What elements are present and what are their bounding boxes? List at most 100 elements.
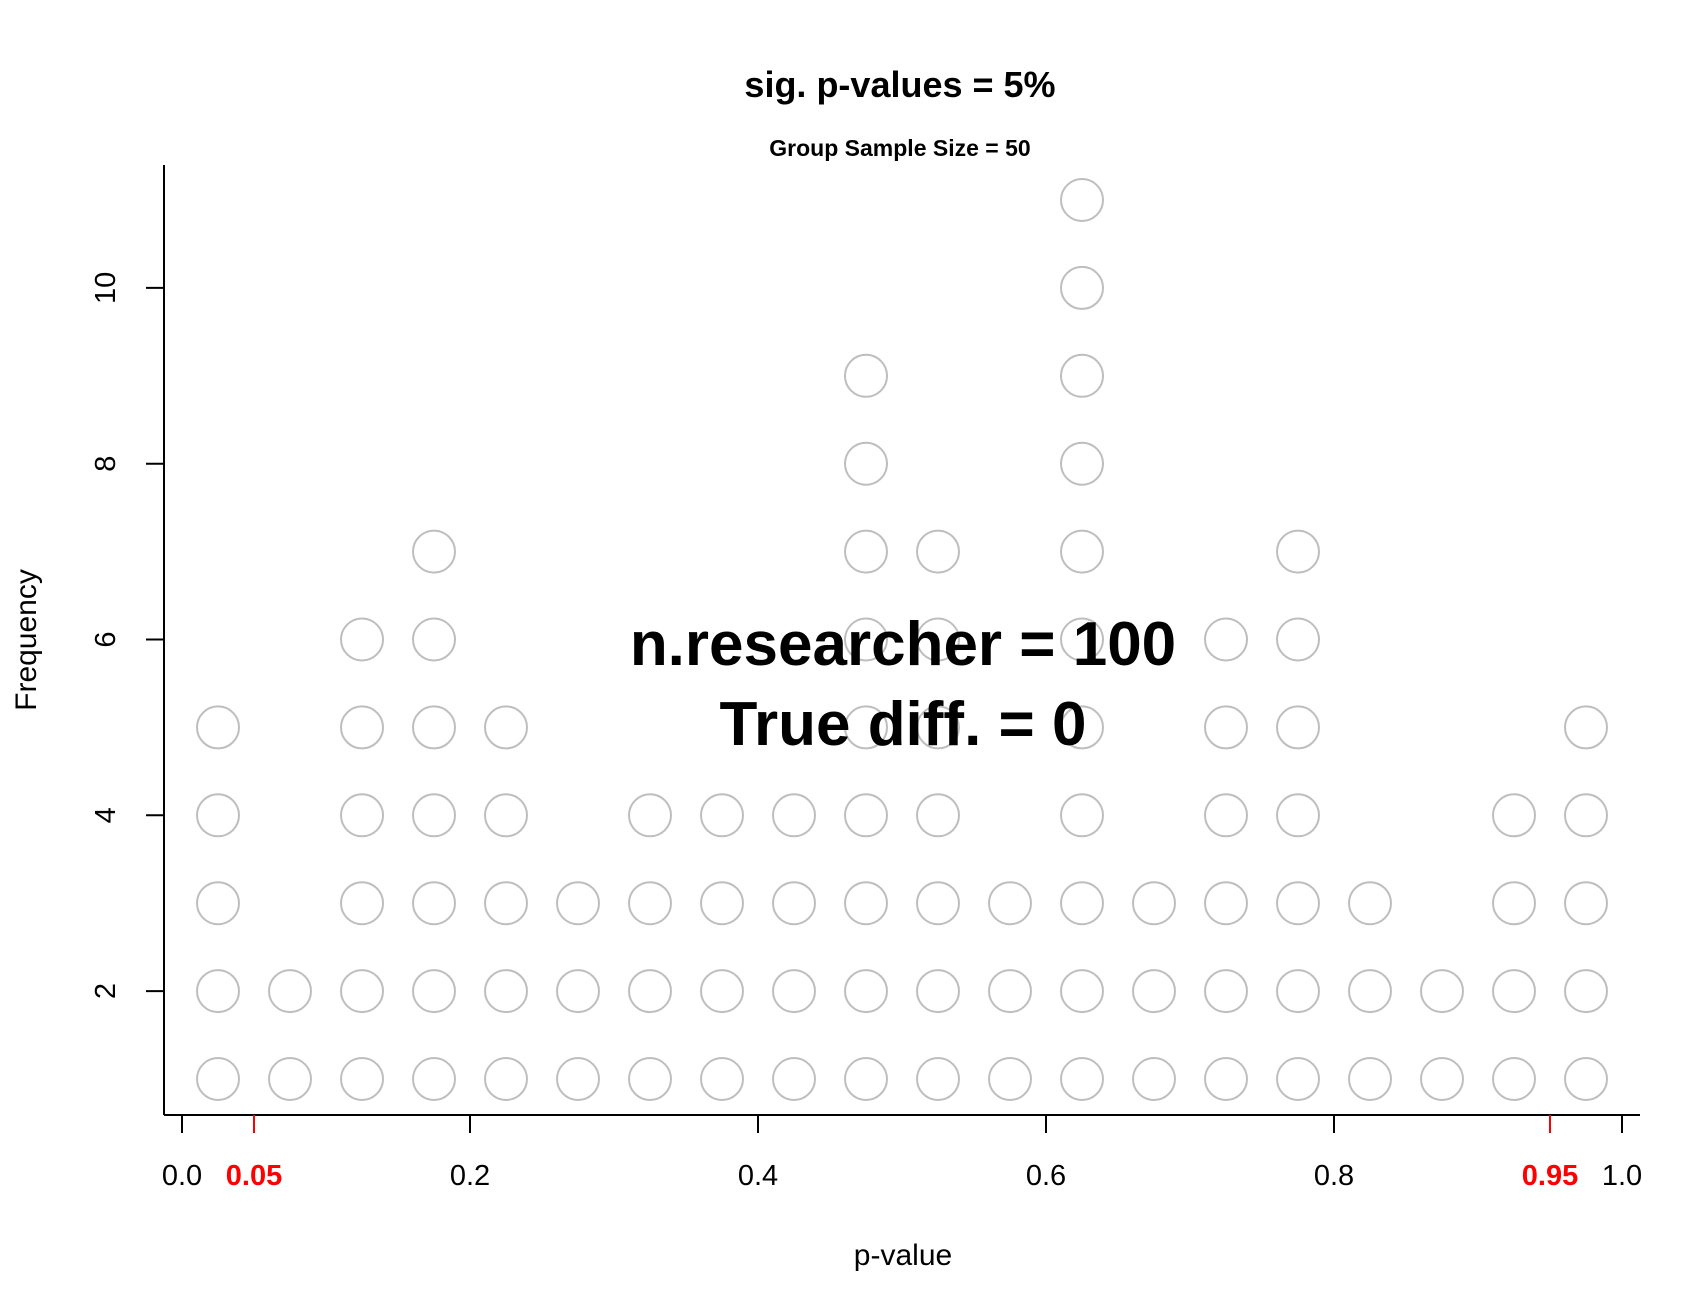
data-point-bin16-4 (1276, 793, 1320, 838)
data-point-bin17-3 (1348, 881, 1392, 926)
data-point-bin14-3 (1132, 881, 1176, 926)
data-point-bin5-5 (484, 705, 528, 750)
data-point-bin12-2 (988, 969, 1032, 1014)
data-point-bin13-11 (1060, 178, 1104, 222)
data-point-bin12-3 (988, 881, 1032, 926)
data-point-bin13-8 (1060, 441, 1104, 486)
data-point-bin13-3 (1060, 881, 1104, 926)
data-point-bin11-5 (916, 705, 960, 750)
data-point-bin13-10 (1060, 265, 1104, 310)
annotation-n-researcher: n.researcher = 100 (630, 610, 1176, 679)
data-point-bin19-4 (1492, 793, 1536, 838)
y-tick-label-10: 10 (90, 272, 122, 304)
data-point-bin5-1 (484, 1057, 528, 1101)
data-point-bin5-4 (484, 793, 528, 838)
data-point-bin10-7 (844, 529, 888, 574)
x-tick-label-0.2: 0.2 (450, 1160, 490, 1192)
x-tick-label-0.95: 0.95 (1522, 1160, 1578, 1192)
data-point-bin4-5 (412, 705, 456, 750)
data-point-bin16-5 (1276, 705, 1320, 750)
data-point-bin1-2 (196, 969, 240, 1014)
x-tick-label-0.0: 0.0 (162, 1160, 202, 1192)
data-point-bin8-4 (700, 793, 744, 838)
y-axis-ticks: 2 4 6 8 10 (90, 272, 164, 999)
data-point-bin1-3 (196, 881, 240, 926)
data-point-bin13-9 (1060, 353, 1104, 398)
data-point-bin14-1 (1132, 1057, 1176, 1101)
data-point-bin20-1 (1564, 1057, 1608, 1101)
data-point-bin9-3 (772, 881, 816, 926)
data-point-bin4-2 (412, 969, 456, 1014)
chart-subtitle: Group Sample Size = 50 (769, 135, 1030, 161)
x-tick-label-0.8: 0.8 (1314, 1160, 1354, 1192)
data-point-bin14-2 (1132, 969, 1176, 1014)
data-point-bin17-1 (1348, 1057, 1392, 1101)
data-point-bin3-2 (340, 969, 384, 1014)
x-axis-ticks: 0.0 0.2 0.4 0.6 0.8 1.0 0.05 0.95 (162, 1115, 1642, 1192)
data-point-bin15-3 (1204, 881, 1248, 926)
data-point-bin4-1 (412, 1057, 456, 1101)
data-point-bin10-2 (844, 969, 888, 1014)
y-tick-label-8: 8 (90, 456, 122, 472)
data-point-bin13-5 (1060, 705, 1104, 750)
data-point-bin9-2 (772, 969, 816, 1014)
data-point-bin20-2 (1564, 969, 1608, 1014)
data-point-bin16-6 (1276, 617, 1320, 662)
chart-title: sig. p-values = 5% (744, 64, 1055, 105)
data-point-bin13-7 (1060, 529, 1104, 574)
data-point-bin10-8 (844, 441, 888, 486)
data-point-bin10-9 (844, 353, 888, 398)
data-point-bin11-3 (916, 881, 960, 926)
y-tick-label-4: 4 (90, 807, 122, 823)
data-point-bin4-4 (412, 793, 456, 838)
data-point-bin7-4 (628, 793, 672, 838)
x-tick-label-0.6: 0.6 (1026, 1160, 1066, 1192)
data-point-bin15-5 (1204, 705, 1248, 750)
data-point-bin7-3 (628, 881, 672, 926)
data-point-bin12-1 (988, 1057, 1032, 1101)
data-point-bin10-6 (844, 617, 888, 662)
data-point-bin1-4 (196, 793, 240, 838)
data-point-bin17-2 (1348, 969, 1392, 1014)
data-point-bin11-2 (916, 969, 960, 1014)
data-point-bin20-4 (1564, 793, 1608, 838)
data-point-bin4-6 (412, 617, 456, 662)
data-point-bin3-3 (340, 881, 384, 926)
data-point-bin10-5 (844, 705, 888, 750)
data-point-bin3-5 (340, 705, 384, 750)
data-point-bin15-4 (1204, 793, 1248, 838)
data-point-bin2-1 (268, 1057, 312, 1101)
data-point-bin11-6 (916, 617, 960, 662)
data-point-bin6-3 (556, 881, 600, 926)
data-point-bin13-4 (1060, 793, 1104, 838)
data-point-bin18-2 (1420, 969, 1464, 1014)
data-point-bin8-1 (700, 1057, 744, 1101)
data-point-bin13-1 (1060, 1057, 1104, 1101)
data-point-bin10-4 (844, 793, 888, 838)
data-points (196, 178, 1608, 1101)
data-point-bin11-1 (916, 1057, 960, 1101)
data-point-bin9-4 (772, 793, 816, 838)
data-point-bin5-3 (484, 881, 528, 926)
data-point-bin16-2 (1276, 969, 1320, 1014)
data-point-bin4-3 (412, 881, 456, 926)
data-point-bin13-6 (1060, 617, 1104, 662)
data-point-bin8-3 (700, 881, 744, 926)
data-point-bin8-2 (700, 969, 744, 1014)
data-point-bin3-1 (340, 1057, 384, 1101)
data-point-bin6-2 (556, 969, 600, 1014)
data-point-bin18-1 (1420, 1057, 1464, 1101)
data-point-bin15-6 (1204, 617, 1248, 662)
data-point-bin7-1 (628, 1057, 672, 1101)
data-point-bin11-7 (916, 529, 960, 574)
x-tick-label-0.05: 0.05 (226, 1160, 282, 1192)
data-point-bin9-1 (772, 1057, 816, 1101)
data-point-bin16-7 (1276, 529, 1320, 574)
data-point-bin3-4 (340, 793, 384, 838)
x-axis-label: p-value (854, 1239, 952, 1272)
annotation-true-diff: True diff. = 0 (720, 690, 1087, 759)
data-point-bin1-1 (196, 1057, 240, 1101)
data-point-bin13-2 (1060, 969, 1104, 1014)
data-point-bin11-4 (916, 793, 960, 838)
